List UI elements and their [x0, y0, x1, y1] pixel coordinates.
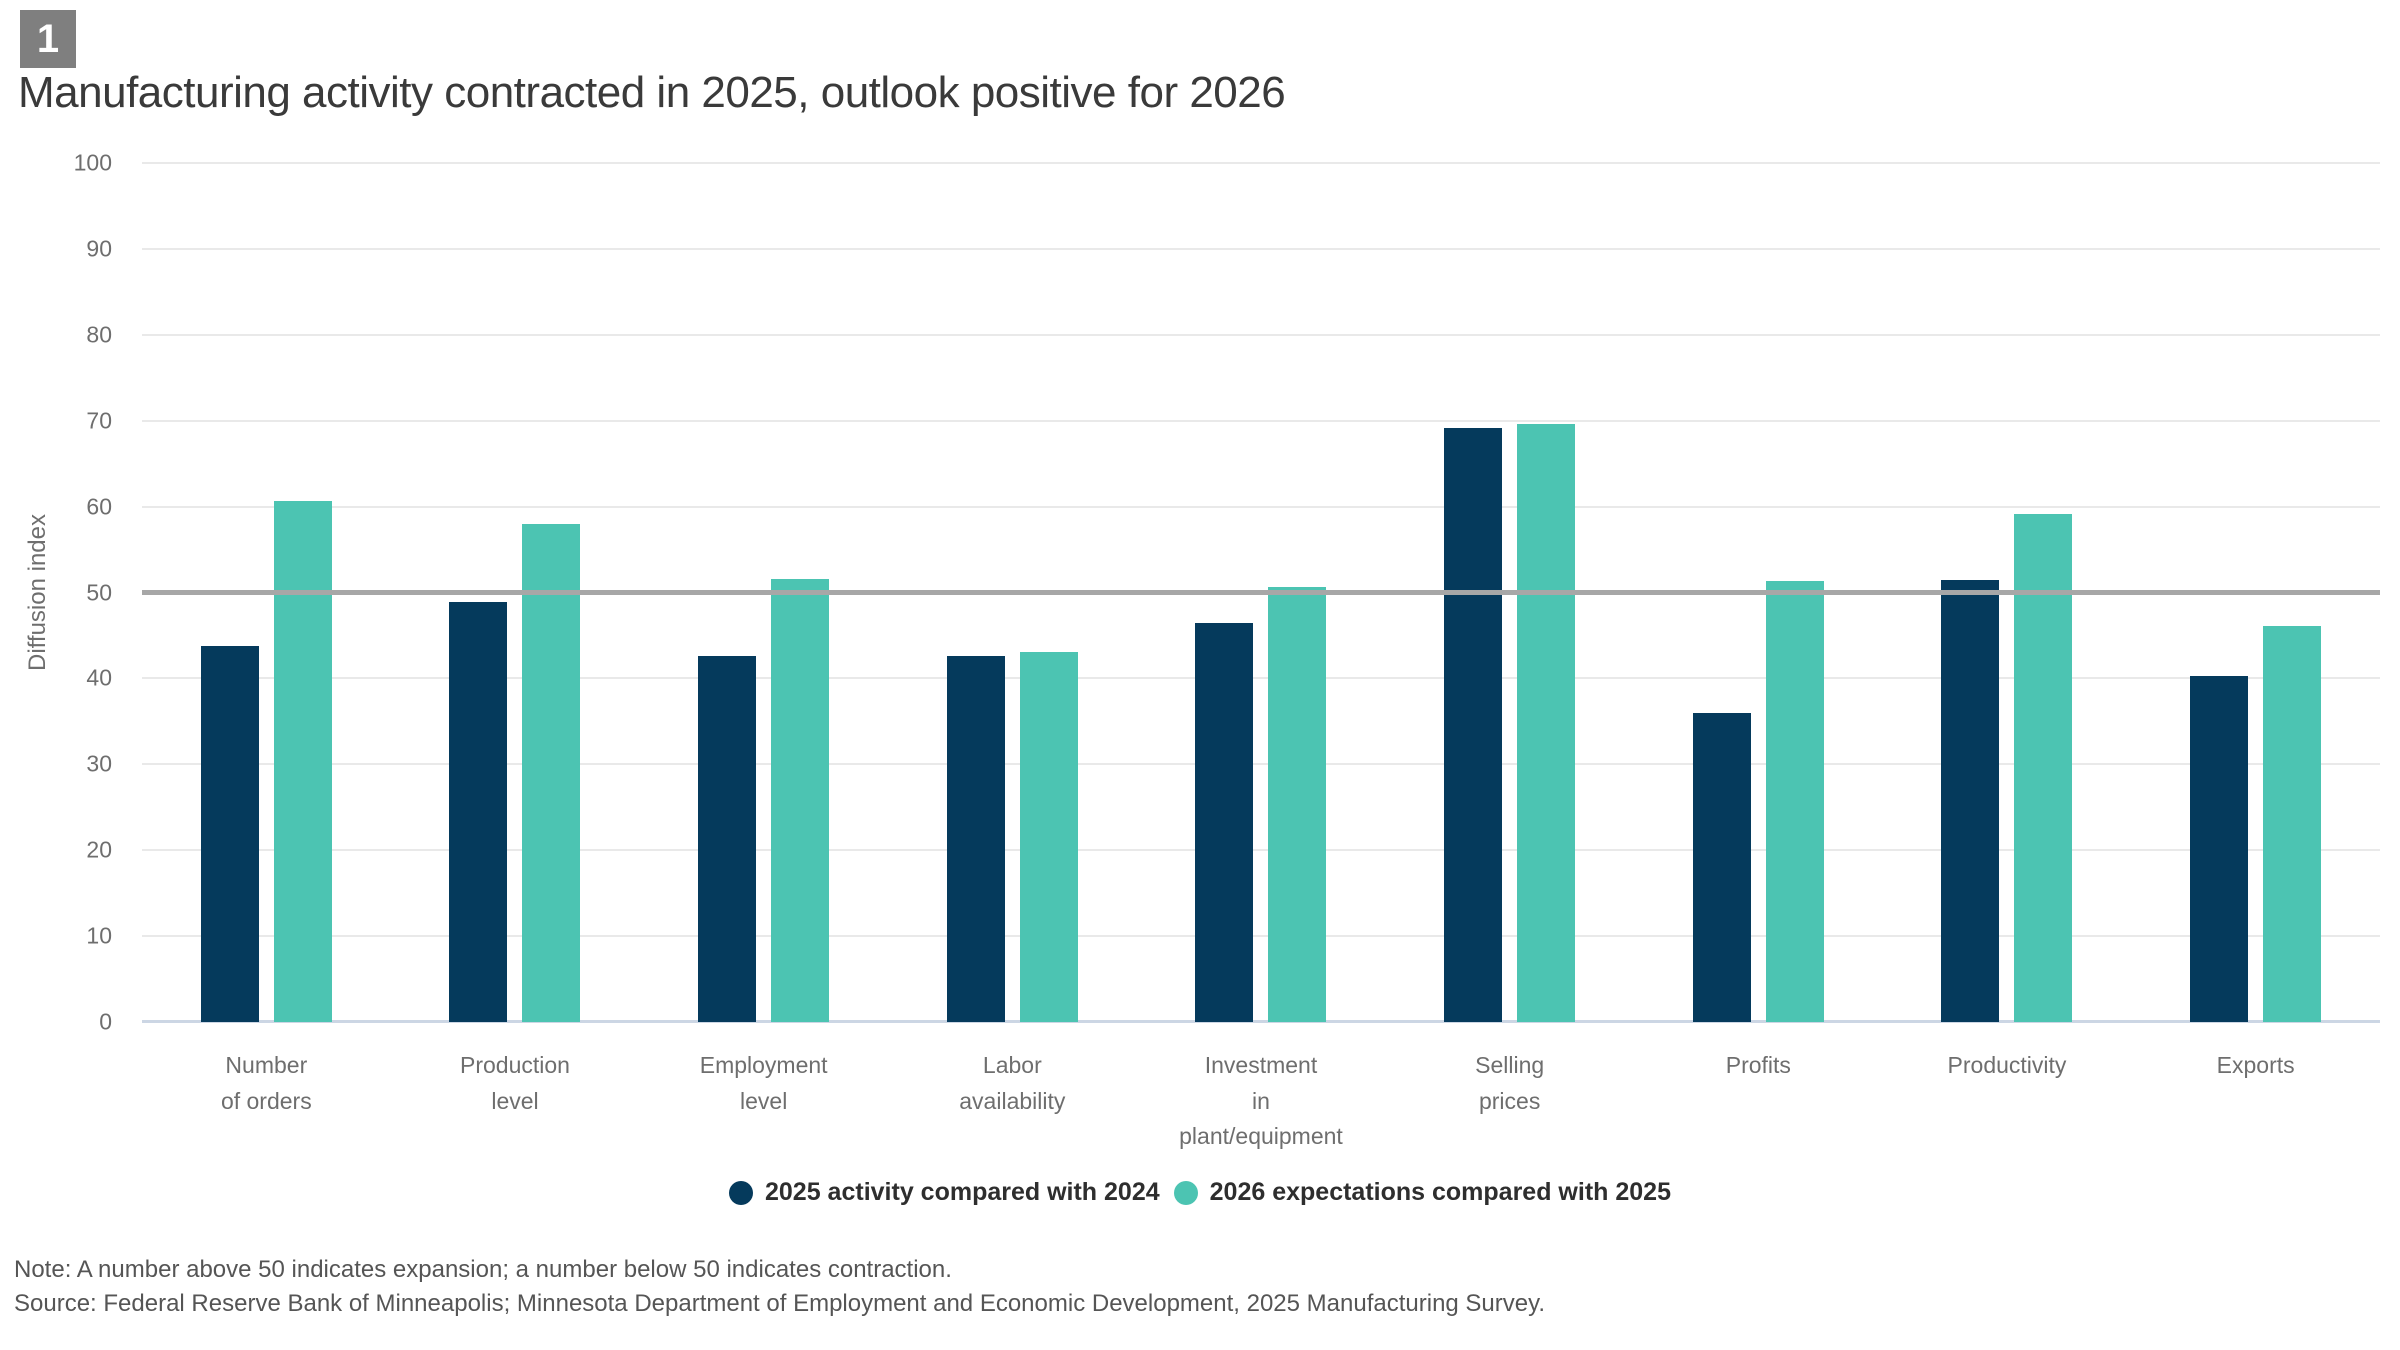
chart-title: Manufacturing activity contracted in 202…: [18, 68, 1286, 117]
y-tick-label-50: 50: [86, 579, 112, 605]
bar-group-1: Number of orders: [142, 163, 391, 1114]
bar-2026-expectations: [2014, 514, 2073, 1022]
reference-line-50: [142, 589, 2380, 595]
y-tick-label-10: 10: [86, 922, 112, 949]
legend-label-2026: 2026 expectations compared with 2025: [1209, 1178, 1671, 1206]
gridline-0: [142, 1020, 2380, 1023]
bar-2025-activity: [698, 656, 757, 1022]
bar-2025-activity: [1941, 579, 2000, 1022]
legend-swatch-2025-icon: [729, 1180, 753, 1205]
x-category-label: Profits: [1725, 1052, 1791, 1078]
bar-2026-expectations: [771, 578, 830, 1022]
x-category-label: Number of orders: [220, 1052, 312, 1114]
bar-group-6: Selling prices: [1385, 163, 1634, 1114]
y-tick-label-100: 100: [73, 149, 112, 176]
legend-item-2026-expectations: 2026 expectations compared with 2025: [1173, 1178, 1671, 1207]
gridline-60: [142, 505, 2380, 508]
chart-note: Note: A number above 50 indicates expans…: [14, 1256, 952, 1283]
bar-group-4: Labor availability: [888, 163, 1137, 1114]
y-tick-label-60: 60: [86, 493, 112, 520]
bar-group-9: Exports: [2131, 163, 2380, 1078]
gridline-100: [142, 162, 2380, 164]
y-tick-label-30: 30: [86, 750, 112, 777]
plot-area: 0 10 20 30 40 50 60 70 80 90 100 Number of orders Pr…: [74, 150, 2380, 1149]
gridline-30: [142, 763, 2380, 766]
bar-2026-expectations: [1268, 587, 1327, 1022]
x-category-label: Selling prices: [1475, 1052, 1545, 1114]
bar-group-8: Productivity: [1883, 163, 2132, 1078]
bar-group-3: Employment level: [639, 163, 888, 1114]
bar-2025-activity: [1195, 622, 1254, 1022]
chart-source: Source: Federal Reserve Bank of Minneapo…: [14, 1290, 1546, 1317]
legend-item-2025-activity: 2025 activity compared with 2024: [729, 1178, 1160, 1207]
y-axis-label: Diffusion index: [24, 514, 51, 671]
gridline-80: [142, 333, 2380, 336]
bar-2025-activity: [946, 656, 1005, 1022]
bar-2026-expectations: [1019, 651, 1078, 1022]
x-category-label: Employment level: [699, 1052, 828, 1114]
bar-2025-activity: [1692, 712, 1751, 1022]
bar-2026-expectations: [273, 500, 332, 1022]
gridline-90: [142, 247, 2380, 250]
bar-2026-expectations: [1517, 424, 1576, 1022]
x-category-label: Production level: [460, 1052, 570, 1114]
y-tick-label-20: 20: [86, 836, 112, 863]
y-tick-label-0: 0: [99, 1008, 112, 1035]
legend-swatch-2026-icon: [1173, 1180, 1198, 1205]
x-category-label: Labor availability: [959, 1052, 1066, 1114]
gridline-70: [142, 419, 2380, 422]
y-tick-label-40: 40: [86, 664, 112, 691]
chart-legend: 2025 activity compared with 2024 2026 ex…: [0, 1178, 2400, 1207]
figure-number-badge: 1: [20, 10, 76, 68]
bar-2025-activity: [2190, 675, 2249, 1022]
gridline-10: [142, 935, 2380, 938]
x-category-label: Investment in plant/equipment: [1179, 1052, 1343, 1150]
bar-2025-activity: [449, 601, 508, 1022]
y-tick-label-70: 70: [86, 407, 112, 434]
gridline-40: [142, 677, 2380, 680]
bar-group-7: Profits: [1634, 163, 1883, 1078]
legend-label-2025: 2025 activity compared with 2024: [765, 1178, 1160, 1206]
bar-2026-expectations: [1765, 581, 1824, 1022]
bar-group-5: Investment in plant/equipment: [1137, 163, 1386, 1149]
x-category-label: Exports: [2216, 1052, 2295, 1078]
gridline-20: [142, 849, 2380, 852]
x-category-label: Productivity: [1947, 1052, 2067, 1078]
y-tick-label-90: 90: [86, 235, 112, 262]
bar-2026-expectations: [522, 523, 581, 1022]
bar-2026-expectations: [2263, 626, 2322, 1022]
y-tick-label-80: 80: [86, 321, 112, 348]
bar-2025-activity: [1444, 428, 1503, 1022]
bar-group-2: Production level: [391, 163, 640, 1114]
bar-2025-activity: [200, 645, 259, 1022]
